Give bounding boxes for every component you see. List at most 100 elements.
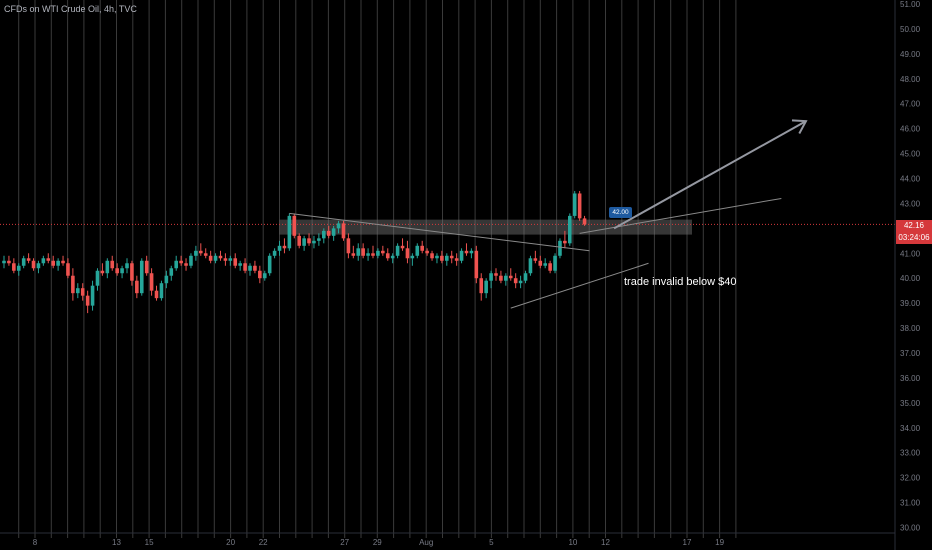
time-tick-label: 10: [568, 538, 577, 547]
candle-body: [228, 258, 233, 261]
candle-body: [302, 238, 306, 246]
candle-body: [125, 263, 129, 269]
candle-body: [272, 250, 277, 256]
candle-body: [76, 288, 80, 294]
projection-arrow-line[interactable]: [613, 120, 807, 230]
time-tick-label: 20: [226, 538, 235, 547]
time-tick-label: 5: [489, 538, 494, 547]
candle-body: [504, 275, 508, 281]
price-tick-label: 30.00: [900, 524, 921, 533]
candle-body: [371, 253, 375, 256]
candle-body: [61, 260, 65, 264]
price-tick-label: 45.00: [900, 150, 921, 159]
candle-body: [518, 280, 523, 284]
candle-body: [563, 240, 567, 244]
candle-body: [499, 275, 503, 281]
candle-body: [346, 238, 351, 254]
candle-body: [179, 260, 183, 264]
candle-body: [7, 260, 11, 264]
candle-body: [174, 260, 178, 269]
price-tick-label: 39.00: [900, 299, 921, 308]
time-tick-label: 27: [340, 538, 349, 547]
candle-body: [154, 290, 159, 299]
time-tick-label: 13: [112, 538, 121, 547]
candle-body: [568, 215, 572, 244]
candle-body: [46, 258, 51, 261]
candle-body: [420, 245, 424, 251]
candle-body: [356, 248, 361, 256]
candle-body: [51, 260, 55, 266]
price-tick-label: 40.00: [900, 274, 921, 283]
time-tick-label: 15: [145, 538, 154, 547]
price-tick-label: 33.00: [900, 449, 921, 458]
candle-body: [130, 263, 134, 281]
price-tick-label: 44.00: [900, 175, 921, 184]
candle-body: [548, 263, 552, 271]
price-tick-label: 43.00: [900, 199, 921, 208]
candle-body: [553, 255, 557, 271]
candle-body: [366, 253, 370, 256]
candle-body: [341, 223, 346, 239]
candle-body: [262, 273, 267, 279]
descending-resistance-line[interactable]: [289, 212, 590, 252]
price-tag[interactable]: 42.00: [609, 207, 632, 218]
candle-body: [253, 265, 257, 271]
time-tick-label: 29: [373, 538, 382, 547]
candle-body: [523, 273, 528, 281]
candle-body: [297, 235, 301, 246]
candle-body: [430, 253, 434, 259]
price-tick-label: 51.00: [900, 0, 921, 9]
candle-body: [484, 280, 488, 294]
candle-body: [528, 258, 533, 274]
candle-body: [21, 258, 26, 266]
candle-body: [248, 265, 252, 271]
candle-body: [494, 273, 498, 276]
countdown-timer: 03:24:06: [898, 233, 930, 242]
candle-body: [31, 260, 36, 269]
candle-body: [582, 218, 587, 225]
time-tick-label: Aug: [419, 538, 433, 547]
candle-body: [572, 193, 577, 216]
candle-body: [464, 250, 469, 254]
candle-body: [351, 253, 356, 256]
candle-body: [445, 255, 449, 261]
candle-body: [258, 270, 262, 279]
ascending-support-line[interactable]: [510, 262, 649, 309]
candle-body: [135, 280, 139, 294]
candle-body: [376, 250, 380, 256]
price-tick-label: 50.00: [900, 25, 921, 34]
candle-body: [110, 260, 115, 269]
candle-body: [381, 250, 385, 254]
price-tick-label: 46.00: [900, 125, 921, 134]
candle-body: [164, 275, 169, 284]
candle-body: [90, 285, 95, 306]
candle-body: [474, 250, 479, 279]
zone-layer: [0, 219, 895, 235]
candle-body: [144, 260, 149, 274]
drawing-layer[interactable]: [289, 119, 808, 309]
candle-body: [2, 260, 6, 264]
candle-body: [85, 295, 90, 306]
candle-body: [410, 255, 415, 259]
candle-body: [66, 263, 70, 276]
candle-body: [425, 250, 429, 254]
ascending-channel-upper-line[interactable]: [579, 197, 782, 234]
candle-body: [282, 245, 287, 249]
candle-body: [100, 270, 105, 274]
candle-body: [435, 255, 439, 259]
candle-body: [16, 265, 21, 271]
price-tick-label: 47.00: [900, 100, 921, 109]
symbol-title[interactable]: CFDs on WTI Crude Oil, 4h, TVC: [4, 4, 137, 14]
price-tick-label: 31.00: [900, 499, 921, 508]
candle-body: [400, 245, 405, 249]
candle-body: [218, 255, 223, 259]
candle-body: [12, 263, 16, 271]
candle-body: [326, 230, 331, 236]
candle-body: [533, 258, 538, 261]
candle-body: [213, 255, 218, 261]
price-tick-label: 41.00: [900, 249, 921, 258]
candle-body: [331, 228, 336, 236]
last-price-label: 42.16 03:24:06: [896, 220, 932, 244]
annotation-text[interactable]: trade invalid below $40: [624, 276, 737, 288]
